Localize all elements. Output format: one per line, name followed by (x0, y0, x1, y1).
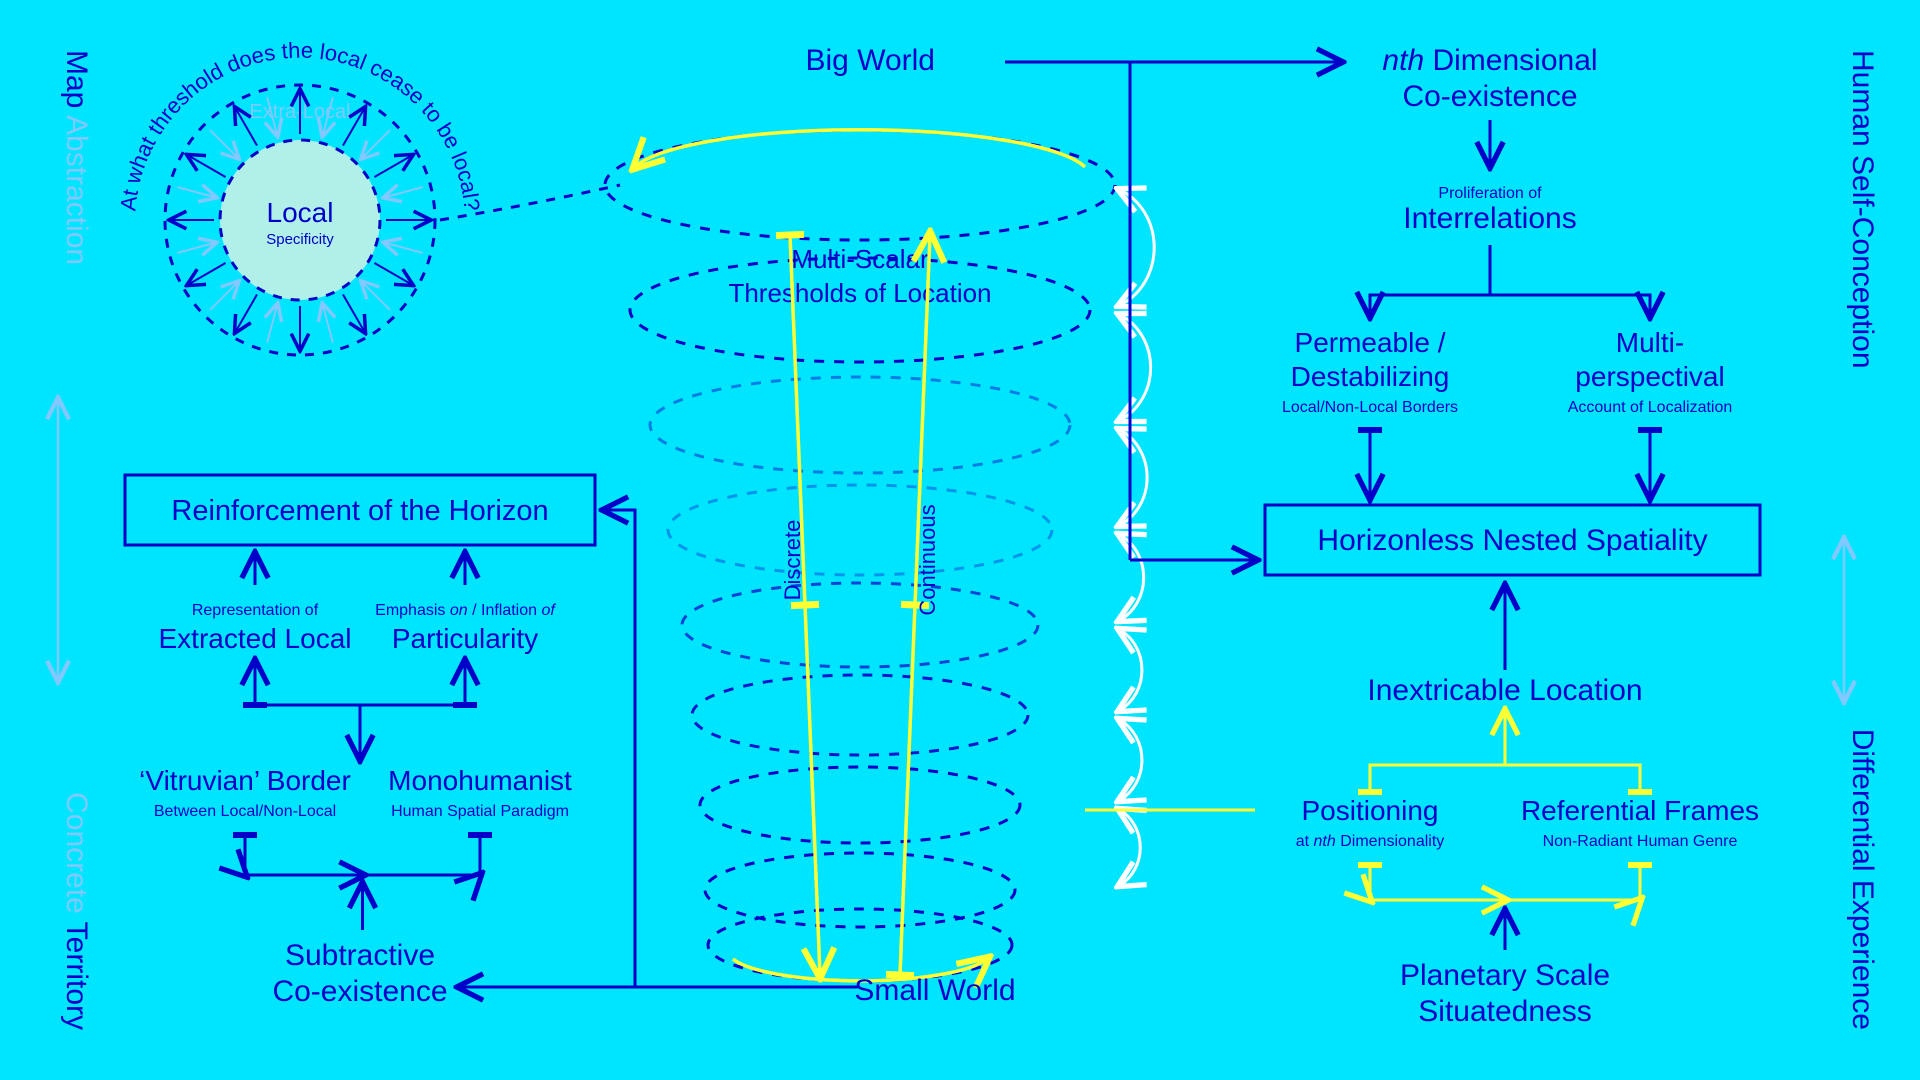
local-in-arrow (385, 243, 423, 253)
funnel-ellipse (668, 485, 1052, 575)
local-in-arrow (177, 243, 215, 253)
local-out-arrow (188, 156, 225, 178)
interrelations-split-left (1370, 245, 1490, 315)
representation-label: Representation of (192, 602, 319, 619)
interrelations-split-right (1490, 295, 1650, 315)
funnel-ellipse (682, 583, 1038, 667)
coexistence-label: Co-existence (272, 975, 447, 1008)
svg-text:Human Self-Conception: Human Self-Conception (1846, 50, 1879, 369)
positioning-label: Positioning (1302, 795, 1439, 826)
local-in-arrow (323, 305, 333, 343)
funnel-ellipse (650, 377, 1070, 473)
interrelations-label: Interrelations (1403, 202, 1576, 235)
funnel-ellipse (700, 767, 1020, 843)
vitruvian-label: ‘Vitruvian’ Border (139, 765, 351, 796)
local-out-arrow (374, 156, 411, 178)
local-in-arrow (267, 305, 277, 343)
multi-scalar-label-2: Thresholds of Location (728, 278, 991, 308)
continuous-label: Continuous (915, 504, 940, 615)
funnel-yellow-left (790, 235, 820, 975)
subtractive-label: Subtractive (285, 939, 435, 972)
big-world-label: Big World (806, 44, 936, 77)
funnel-white-arc (1120, 430, 1147, 525)
small-world-label: Small World (854, 974, 1015, 1007)
inextricable-label: Inextricable Location (1367, 674, 1642, 707)
monohumanist-label: Monohumanist (388, 765, 572, 796)
local-out-arrow (343, 294, 365, 331)
permeable-sub-label: Local/Non-Local Borders (1282, 399, 1458, 416)
situatedness-label: Situatedness (1418, 995, 1591, 1028)
particularity-label: Particularity (392, 623, 538, 654)
side-label: Map Abstraction (60, 50, 93, 265)
local-in-arrow (385, 187, 423, 197)
discrete-label: Discrete (780, 520, 805, 601)
local-in-arrow (177, 187, 215, 197)
yellow-bracket-bottom (1370, 865, 1640, 900)
emphasis-label: Emphasis on / Inflation of (375, 602, 556, 619)
horizonless-label: Horizonless Nested Spatiality (1317, 524, 1707, 557)
local-in-arrow (210, 130, 238, 158)
smallworld-up-to-box (605, 510, 635, 987)
svg-text:Differential Experience: Differential Experience (1846, 729, 1879, 1030)
funnel-white-arc (1120, 535, 1144, 620)
multi-label: Multi- (1616, 327, 1684, 358)
destabilizing-label: Destabilizing (1291, 361, 1450, 392)
funnel-white-arc (1120, 630, 1142, 710)
reinforcement-label: Reinforcement of the Horizon (171, 495, 548, 527)
left-bottom-bracket (245, 835, 480, 875)
local-label: Local (267, 197, 334, 228)
extracted-label: Extracted Local (159, 623, 352, 654)
local-in-arrow (362, 282, 390, 310)
funnel-white-arc (1120, 190, 1154, 305)
svg-text:Concrete Territory: Concrete Territory (60, 792, 93, 1030)
vitruvian-sub: Between Local/Non-Local (154, 803, 336, 820)
funnel-ellipse (692, 675, 1028, 755)
proliferation-label: Proliferation of (1438, 185, 1542, 202)
multi-sub-label: Account of Localization (1568, 399, 1733, 416)
funnel-white-arc (1120, 720, 1142, 800)
nth-coexistence-label: Co-existence (1402, 80, 1577, 113)
side-label: Concrete Territory (60, 792, 93, 1030)
local-specificity-label: Specificity (266, 231, 334, 248)
referential-label: Referential Frames (1521, 795, 1759, 826)
local-out-arrow (374, 263, 411, 285)
local-out-arrow (236, 294, 258, 331)
multi-scalar-label: Multi-Scalar (791, 244, 929, 274)
svg-text:Map Abstraction: Map Abstraction (60, 50, 93, 265)
monohumanist-sub: Human Spatial Paradigm (391, 803, 569, 820)
funnel-top-arc-left (635, 130, 1085, 167)
local-in-arrow (362, 130, 390, 158)
permeable-label: Permeable / (1295, 327, 1446, 358)
referential-sub: Non-Radiant Human Genre (1543, 833, 1738, 850)
nth-dimensional-label: nth Dimensional (1382, 44, 1597, 77)
yellow-bracket-top (1370, 765, 1640, 792)
funnel-ellipse (705, 853, 1015, 927)
funnel-white-arc (1120, 810, 1140, 885)
funnel-white-arc (1120, 315, 1151, 420)
local-out-arrow (188, 263, 225, 285)
planetary-label: Planetary Scale (1400, 959, 1610, 992)
side-label: Differential Experience (1846, 729, 1879, 1030)
positioning-sub: at nth Dimensionality (1296, 833, 1445, 850)
perspectival-label: perspectival (1575, 361, 1724, 392)
side-label: Human Self-Conception (1846, 50, 1879, 369)
local-in-arrow (210, 282, 238, 310)
